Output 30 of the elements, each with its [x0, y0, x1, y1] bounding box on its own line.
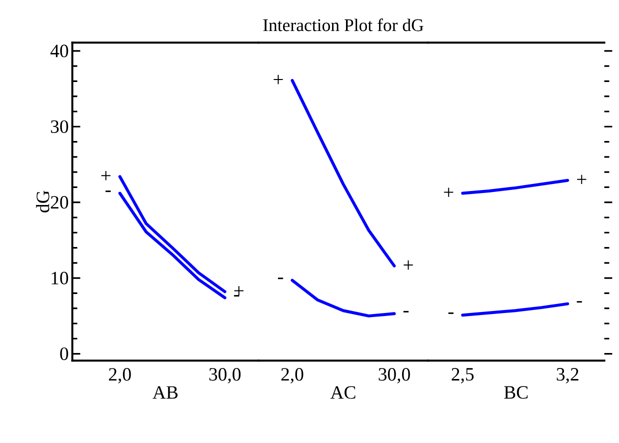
annotation: -	[576, 301, 582, 303]
annotation: +	[577, 174, 586, 184]
x-axis-title: AC	[330, 386, 356, 399]
y-tick-label: 40	[50, 44, 68, 58]
line-series	[118, 175, 226, 294]
annotation: -	[234, 295, 240, 297]
x-tick-label: 2,0	[281, 368, 304, 384]
annotation: +	[101, 171, 110, 180]
annotation: -	[278, 278, 284, 280]
annotation: +	[274, 74, 283, 84]
annotation: -	[403, 311, 409, 313]
x-tick-label: 30,0	[209, 368, 241, 384]
x-tick-label: 2,0	[108, 368, 131, 384]
annotation: +	[234, 286, 244, 296]
annotation: +	[404, 260, 413, 270]
x-tick-label: 30,0	[378, 368, 410, 384]
y-tick-label: 30	[50, 120, 68, 134]
x-tick-label: 2,5	[452, 368, 474, 384]
x-tick-label: 3,2	[556, 368, 578, 384]
y-tick-label: 20	[50, 196, 68, 209]
x-axis-title: AB	[152, 386, 178, 399]
y-tick-label: 0	[60, 348, 68, 360]
annotation: +	[444, 188, 454, 197]
x-axis-title: BC	[504, 386, 528, 399]
line-series	[118, 192, 226, 300]
annotation: -	[106, 190, 111, 192]
chart-title: Interaction Plot for dG	[263, 18, 424, 32]
y-axis-title: dG	[36, 190, 50, 212]
annotation: -	[448, 312, 454, 314]
y-tick-label: 10	[52, 272, 68, 284]
